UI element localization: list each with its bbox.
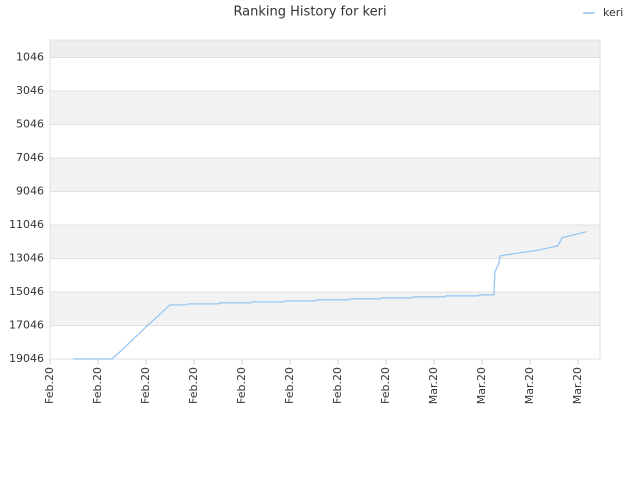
y-tick-label: 17046 bbox=[9, 319, 44, 332]
grid-band bbox=[50, 292, 600, 326]
y-tick-label: 11046 bbox=[9, 218, 44, 231]
grid-band bbox=[50, 91, 600, 125]
y-tick-label: 9046 bbox=[16, 185, 44, 198]
y-tick-label: 5046 bbox=[16, 118, 44, 131]
x-tick-label: Feb.20 bbox=[379, 367, 392, 404]
x-tick-label: Feb.20 bbox=[235, 367, 248, 404]
grid-band bbox=[50, 158, 600, 192]
x-tick-label: Mar.20 bbox=[571, 367, 584, 404]
x-tick-label: Mar.20 bbox=[427, 367, 440, 404]
x-tick-label: Feb.20 bbox=[283, 367, 296, 404]
x-tick-label: Feb.20 bbox=[43, 367, 56, 404]
grid-band bbox=[50, 40, 600, 58]
chart-title: Ranking History for keri bbox=[233, 5, 386, 20]
y-tick-label: 19046 bbox=[9, 352, 44, 365]
x-tick-label: Feb.20 bbox=[187, 367, 200, 404]
grid-band bbox=[50, 225, 600, 259]
y-tick-label: 1046 bbox=[16, 51, 44, 64]
plot-border bbox=[49, 39, 601, 360]
y-tick-label: 13046 bbox=[9, 252, 44, 265]
y-tick-label: 3046 bbox=[16, 84, 44, 97]
legend-label: keri bbox=[603, 6, 623, 19]
x-tick-label: Feb.20 bbox=[91, 367, 104, 404]
x-tick-label: Feb.20 bbox=[331, 367, 344, 404]
x-tick-label: Feb.20 bbox=[139, 367, 152, 404]
x-tick-label: Mar.20 bbox=[523, 367, 536, 404]
y-tick-label: 15046 bbox=[9, 285, 44, 298]
y-tick-label: 7046 bbox=[16, 151, 44, 164]
x-tick-label: Mar.20 bbox=[475, 367, 488, 404]
line bbox=[73, 231, 587, 360]
